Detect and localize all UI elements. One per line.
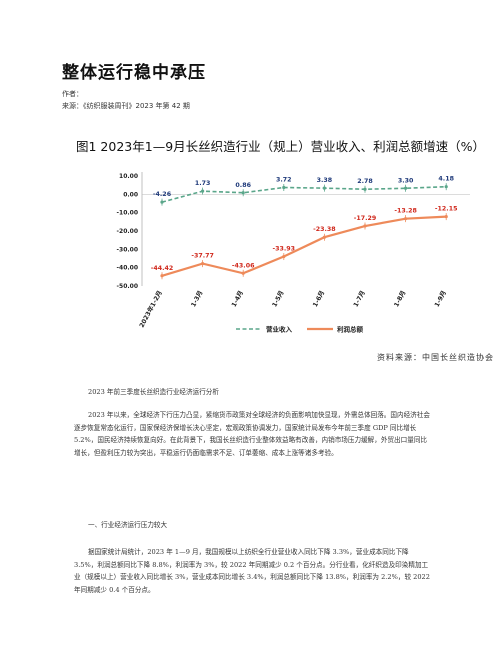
source-line: 来源：《纺织服装周刊》2023 年第 42 期 [62,102,190,110]
revenue-point [444,185,448,189]
profit-point [201,261,205,266]
author-line: 作者： [62,90,83,98]
x-tick-label: 1-5月 [270,289,285,308]
revenue-data-label: 3.30 [398,177,414,184]
x-tick-label: 1-9月 [433,289,448,308]
y-tick-label: -40.00 [117,265,138,272]
x-tick-label: 2023年1-2月 [138,289,164,329]
revenue-data-label: 2.78 [357,178,373,185]
profit-line [161,215,447,277]
profit-point [363,224,367,228]
profit-point [322,235,326,239]
y-tick-label: -20.00 [117,228,138,235]
section-heading: 一、行业经济运行压力较大 [88,521,168,529]
revenue-data-label: 4.18 [438,176,454,183]
profit-point [444,215,448,219]
section-heading: 2023 年前三季度长丝织造行业经济运行分析 [88,388,219,396]
growth-line-chart: 10.000.00-10.00-20.00-30.00-40.00-50.002… [117,172,470,333]
revenue-point [201,189,205,193]
y-tick-label: 0.00 [123,191,138,198]
profit-point [241,271,245,275]
x-tick-label: 1-3月 [189,289,204,308]
legend-profit-label: 利润总额 [337,324,364,333]
revenue-point [160,200,164,204]
y-tick-label: -30.00 [117,246,138,253]
figure-title: 图1 2023年1—9月长丝织造行业（规上）营业收入、利润总额增速（%） [76,139,486,154]
profit-point [160,274,164,278]
revenue-line [161,185,447,203]
y-tick-label: -50.00 [117,283,138,290]
revenue-data-label: 3.38 [317,177,333,184]
y-tick-label: 10.00 [119,173,138,180]
y-tick-label: -10.00 [117,210,138,217]
x-tick-label: 1-7月 [352,289,367,308]
x-tick-label: 1-4月 [230,289,245,308]
figure-credit: 资料来源：中国长丝织造协会 [377,353,494,362]
revenue-point [282,185,286,190]
revenue-data-label: 0.86 [235,182,251,189]
profit-point [282,254,286,259]
revenue-point [404,186,408,190]
profit-data-label: -37.77 [191,253,214,260]
revenue-data-label: 3.72 [276,177,292,184]
profit-point [404,217,408,221]
profit-data-label: -33.93 [273,246,296,253]
profit-data-label: -17.29 [354,215,377,222]
article-title: 整体运行稳中承压 [62,63,206,83]
body-paragraph: 2023 年以来，全球经济下行压力凸显，紧缩货币政策对全球经济的负面影响加快显现… [74,411,430,457]
profit-data-label: -23.38 [313,226,336,233]
profit-data-label: -13.28 [394,208,417,215]
revenue-point [322,186,326,190]
legend-revenue-label: 营业收入 [266,324,293,333]
profit-data-label: -43.06 [232,262,255,269]
x-tick-label: 1-6月 [311,289,326,308]
revenue-data-label: 1.73 [195,180,211,187]
revenue-point [241,191,245,195]
profit-data-label: -12.15 [435,206,458,213]
revenue-point [363,187,367,191]
body-paragraph: 据国家统计局统计，2023 年 1—9 月，我国规模以上纺织全行业营业收入同比下… [74,548,430,594]
profit-data-label: -44.42 [151,265,174,272]
revenue-data-label: -4.26 [153,191,172,198]
x-tick-label: 1-8月 [392,289,407,308]
